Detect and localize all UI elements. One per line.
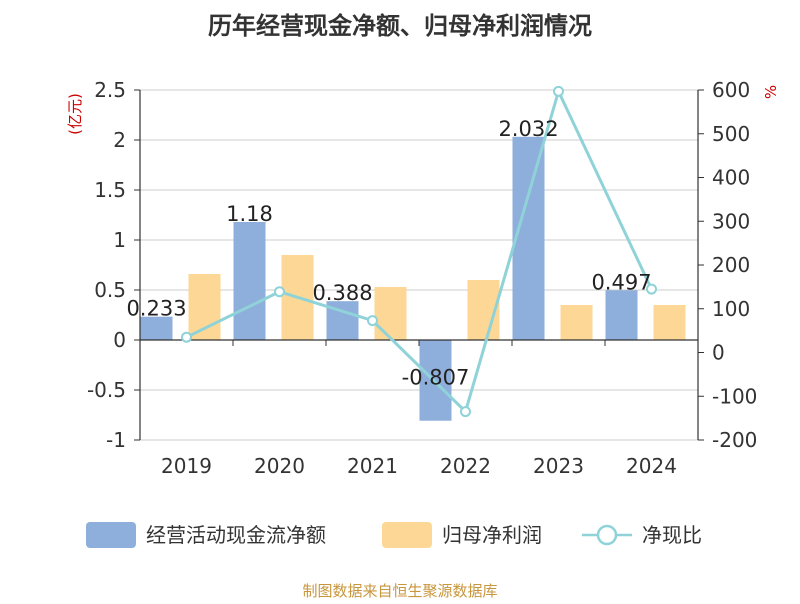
y-left-tick-label: 2 bbox=[113, 128, 126, 152]
ratio-point bbox=[367, 315, 378, 327]
y-left-tick-label: 2.5 bbox=[94, 78, 126, 102]
legend-swatch-cashflow[interactable] bbox=[86, 522, 136, 548]
data-labels: 0.233 1.18 0.388 -0.807 2.032 0.497 bbox=[126, 117, 651, 390]
y-right-tick-label: -200 bbox=[712, 428, 757, 452]
y-left-tick-label: 1 bbox=[113, 228, 126, 252]
bar-net-profit bbox=[188, 274, 221, 340]
x-tick-label: 2022 bbox=[440, 454, 491, 478]
cashflow-data-label: 0.233 bbox=[126, 297, 186, 321]
y-left-tick-label: 0 bbox=[113, 328, 126, 352]
cashflow-data-label: -0.807 bbox=[402, 366, 470, 390]
y-left-tick-label: -1 bbox=[106, 428, 126, 452]
legend: 经营活动现金流净额 归母净利润 净现比 bbox=[86, 522, 702, 548]
y-right-axis-label: % bbox=[762, 85, 780, 99]
bar-cashflow bbox=[233, 222, 266, 340]
y-right-tick-label: 500 bbox=[712, 122, 750, 146]
x-tick-label: 2019 bbox=[161, 454, 212, 478]
source-footer: 制图数据来自恒生聚源数据库 bbox=[302, 582, 497, 600]
bar-net-profit bbox=[560, 305, 593, 340]
chart-title: 历年经营现金净额、归母净利润情况 bbox=[208, 12, 592, 40]
y-right-tick-label: 400 bbox=[712, 166, 750, 190]
y-left-tick-label: 0.5 bbox=[94, 278, 126, 302]
x-tick-label: 2021 bbox=[347, 454, 398, 478]
y-right-tick-label: 200 bbox=[712, 253, 750, 277]
cashflow-data-label: 0.388 bbox=[312, 281, 372, 305]
x-tick-label: 2023 bbox=[533, 454, 584, 478]
cashflow-data-label: 1.18 bbox=[226, 202, 273, 226]
legend-swatch-profit[interactable] bbox=[382, 522, 432, 548]
y-right-tick-label: -100 bbox=[712, 384, 757, 408]
ratio-line-series bbox=[181, 85, 657, 418]
ratio-line bbox=[185, 87, 653, 415]
y-right-tick-label: 300 bbox=[712, 209, 750, 233]
axes: -1 -0.5 0 0.5 1 1.5 2 2.5 -200 -100 0 100 200 300 400 5… bbox=[87, 78, 757, 478]
ratio-point bbox=[274, 286, 285, 298]
bar-cashflow bbox=[605, 290, 638, 340]
y-left-axis-label: (亿元) bbox=[66, 93, 84, 135]
cashflow-data-label: 2.032 bbox=[498, 117, 558, 141]
ratio-point bbox=[646, 283, 657, 295]
legend-marker-ratio[interactable] bbox=[596, 524, 618, 546]
legend-label-cashflow[interactable]: 经营活动现金流净额 bbox=[146, 523, 326, 547]
bar-cashflow bbox=[512, 136, 545, 340]
x-tick-label: 2020 bbox=[254, 454, 305, 478]
ratio-point bbox=[460, 406, 471, 418]
bar-series bbox=[140, 136, 686, 421]
bar-net-profit bbox=[653, 305, 686, 340]
y-right-tick-label: 600 bbox=[712, 78, 750, 102]
bar-net-profit bbox=[374, 287, 407, 340]
y-left-tick-label: 1.5 bbox=[94, 178, 126, 202]
y-right-tick-label: 100 bbox=[712, 297, 750, 321]
bar-cashflow bbox=[140, 316, 173, 340]
x-tick-label: 2024 bbox=[626, 454, 677, 478]
y-left-tick-label: -0.5 bbox=[87, 378, 126, 402]
legend-label-ratio[interactable]: 净现比 bbox=[642, 523, 702, 547]
legend-label-profit[interactable]: 归母净利润 bbox=[442, 523, 542, 547]
y-right-tick-label: 0 bbox=[712, 341, 725, 365]
ratio-point bbox=[181, 331, 192, 343]
cashflow-data-label: 0.497 bbox=[591, 270, 651, 294]
ratio-point bbox=[553, 85, 564, 97]
